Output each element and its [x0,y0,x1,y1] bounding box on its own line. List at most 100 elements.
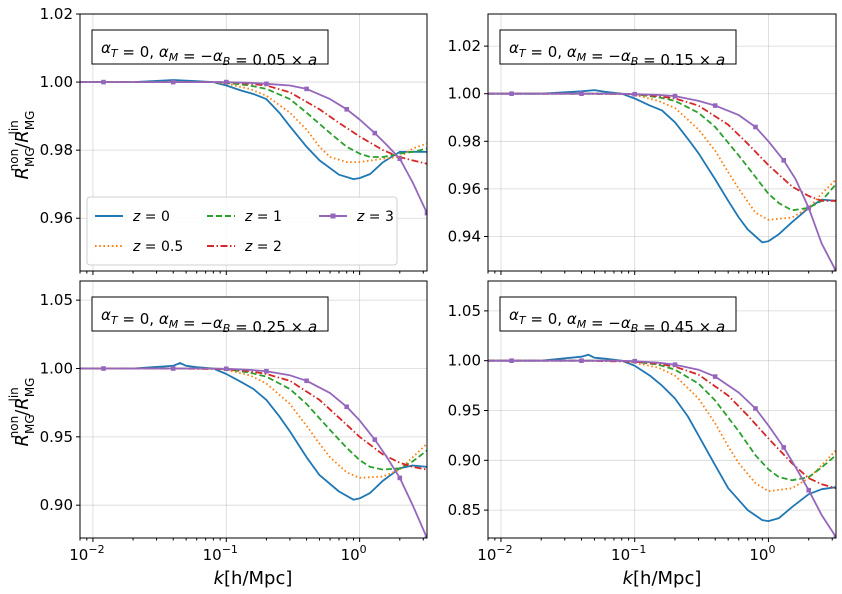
series-marker [781,158,786,163]
series-marker [712,103,718,108]
y-tick-label: 0.95 [40,428,73,446]
y-tick-label: 0.90 [40,496,73,514]
series-marker [509,358,514,363]
series-line-0 [488,89,836,244]
y-tick-label: 1.02 [40,5,73,23]
series-marker [224,366,229,372]
series-marker [344,404,349,410]
legend: z = 0 z = 0.5 z = 1 z = 2 z = 3 [86,196,398,266]
y-tick-label: 0.90 [448,451,481,469]
y-tick-label: 1.00 [40,73,73,91]
series-line-0 [80,362,427,501]
series-marker [424,210,427,216]
y-tick-label: 1.05 [448,302,481,320]
svg-text:RMGnon/RMGlin: RMGnon/RMGlin [7,378,37,447]
annotation-box: αT = 0, αM = −αB = 0.05 × a [91,29,329,69]
y-tick-label: 1.05 [40,291,73,309]
series-line-1 [488,359,836,493]
axes-frame [79,280,428,539]
x-tick-label: 100 [341,543,367,564]
y-tick-label: 0.95 [448,401,481,419]
series-marker [224,79,229,85]
series-marker [579,358,584,363]
annotation-box: αT = 0, αM = −αB = 0.45 × a [499,296,737,336]
series-line-3 [488,92,836,202]
svg-text:k[h/Mpc]: k[h/Mpc] [214,568,293,589]
axes-frame [487,280,837,539]
series-marker [101,79,106,85]
legend-label: z = 3 [356,209,394,225]
series-line-2 [80,367,427,471]
panel-3: 0.90 0.95 1.00 1.05 10−2 10−1 100 αT = 0, αM = … [40,280,428,564]
svg-text:αT = 0, αM = −αB = 0.25 × a: αT = 0, αM = −αB = 0.25 × a [101,306,317,336]
legend-label: z = 0.5 [132,239,183,255]
series-marker [806,487,811,493]
axes-frame [487,13,837,272]
x-axis-label-right: k[h/Mpc] [623,568,702,589]
series-marker [397,156,403,161]
series-marker [264,368,269,374]
series-marker [672,362,678,367]
series-marker [372,130,378,136]
series-marker [833,268,836,271]
y-tick-label: 0.98 [448,132,481,150]
x-tick-label: 10−2 [477,543,512,564]
series-marker [632,91,637,97]
series-marker [712,374,718,379]
legend-label: z = 1 [244,209,282,225]
series-marker [170,366,176,371]
series-marker [372,437,378,442]
y-axis-label-top: RMGnon/RMGlin [7,111,37,180]
series-marker [397,475,403,481]
series-line-4 [488,359,836,538]
panel-1: 0.96 0.98 1.00 1.02 αT = 0, αM = −αB = 0.05 … [40,5,428,275]
svg-text:RMGnon/RMGlin: RMGnon/RMGlin [7,111,37,180]
series-marker [509,91,514,96]
y-tick-label: 0.96 [40,209,73,227]
series-line-4 [488,92,836,271]
x-tick-label: 100 [749,543,775,564]
series-marker [101,366,106,371]
series-marker [170,79,176,85]
x-tick-label: 10−2 [69,543,104,564]
series-line-1 [488,92,836,221]
svg-text:αT = 0, αM = −αB = 0.45 × a: αT = 0, αM = −αB = 0.45 × a [509,306,725,336]
series-marker [806,205,811,211]
series-marker [753,406,758,411]
x-axis-label-left: k[h/Mpc] [214,568,293,589]
series-line-4 [80,81,427,214]
y-tick-label: 1.00 [40,359,73,377]
annotation-box: αT = 0, αM = −αB = 0.15 × a [499,29,737,69]
annotation-box: αT = 0, αM = −αB = 0.25 × a [91,296,329,336]
series-marker [424,535,427,538]
legend-label: z = 0 [132,209,170,225]
series-line-3 [80,367,427,471]
y-tick-label: 1.00 [448,352,481,370]
panel-4: 0.85 0.90 0.95 1.00 1.05 10−2 10−1 100 αT = 0, α… [448,280,837,564]
y-tick-label: 1.00 [448,85,481,103]
y-tick-label: 0.98 [40,141,73,159]
series-marker [632,358,637,364]
series-marker [264,81,269,87]
series-line-3 [488,359,836,490]
x-tick-label: 10−1 [611,543,646,564]
series-line-0 [488,353,836,522]
series-marker [753,124,758,130]
series-marker [304,378,309,384]
svg-text:αT = 0, αM = −αB = 0.15 × a: αT = 0, αM = −αB = 0.15 × a [509,39,725,69]
y-axis-label-bottom: RMGnon/RMGlin [7,378,37,447]
series-line-0 [80,79,427,181]
svg-text:k[h/Mpc]: k[h/Mpc] [623,568,702,589]
y-tick-label: 0.96 [448,180,481,198]
legend-label: z = 2 [244,239,282,255]
series-line-4 [80,367,427,538]
y-tick-label: 0.85 [448,501,481,519]
series-marker [833,534,836,538]
series-line-2 [488,359,836,482]
panel-2: 0.94 0.96 0.98 1.00 1.02 αT = 0, αM = −αB = 0… [448,13,837,275]
series-marker [304,86,309,92]
series-marker [672,93,678,99]
series-marker [579,91,584,96]
y-tick-label: 0.94 [448,227,481,245]
